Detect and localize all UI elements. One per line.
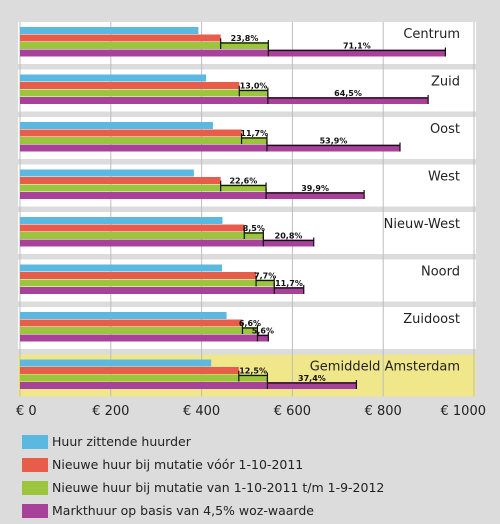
region-label-gemiddeld-amsterdam: Gemiddeld Amsterdam bbox=[310, 360, 460, 375]
legend-item-huur-zittende: Huur zittende huurder bbox=[22, 430, 384, 453]
pct-label-gap-centrum: 71,1% bbox=[343, 42, 371, 51]
bar-zuid-series-3 bbox=[20, 89, 268, 97]
legend-item-nieuwe-huur-voor: Nieuwe huur bij mutatie vóór 1-10-2011 bbox=[22, 453, 384, 476]
region-label-zuidoost: Zuidoost bbox=[403, 312, 460, 327]
x-tick-label: € 800 bbox=[365, 404, 402, 419]
bracket-gap-zuid bbox=[267, 93, 429, 104]
bracket-gap-oost bbox=[266, 140, 401, 152]
pct-label-increase-oost: 11,7% bbox=[240, 129, 268, 138]
bar-zuid-series-4 bbox=[20, 97, 429, 104]
regional-rent-bar-chart: Centrum 23,8% 71,1% Zuid 13,0% 64,5% Oost 11,7%… bbox=[16, 22, 486, 419]
bar-zuidoost-series-4 bbox=[20, 334, 269, 342]
bar-zuid-series-2 bbox=[20, 82, 240, 89]
bar-zuidoost-series-3 bbox=[20, 327, 258, 334]
pct-label-increase-west: 22,6% bbox=[229, 177, 257, 186]
bar-nieuw-west-series-3 bbox=[20, 232, 264, 239]
bar-gemiddeld-amsterdam-series-1 bbox=[20, 359, 212, 367]
legend-swatch bbox=[22, 434, 48, 449]
bracket-gap-zuidoost bbox=[256, 330, 269, 342]
bar-gemiddeld-amsterdam-series-2 bbox=[20, 367, 239, 374]
x-tick-label: € 600 bbox=[274, 404, 311, 419]
region-label-noord: Noord bbox=[421, 265, 460, 280]
bars-layer bbox=[20, 27, 446, 389]
bar-west-series-1 bbox=[20, 169, 194, 177]
bar-west-series-3 bbox=[20, 184, 267, 192]
bar-nieuw-west-series-4 bbox=[20, 239, 314, 247]
legend-swatch bbox=[22, 457, 48, 472]
bar-noord-series-4 bbox=[20, 287, 304, 294]
bar-noord-series-1 bbox=[20, 264, 223, 272]
bar-gemiddeld-amsterdam-series-4 bbox=[20, 382, 357, 389]
legend-item-nieuwe-huur-van: Nieuwe huur bij mutatie van 1-10-2011 t/… bbox=[22, 476, 384, 499]
bar-west-series-2 bbox=[20, 177, 221, 184]
bracket-gap-noord bbox=[273, 283, 305, 294]
bar-centrum-series-4 bbox=[20, 49, 446, 57]
bar-zuidoost-series-2 bbox=[20, 319, 243, 327]
bracket-gap-centrum bbox=[267, 45, 446, 57]
region-label-west: West bbox=[428, 170, 460, 185]
pct-label-gap-zuid: 64,5% bbox=[334, 89, 362, 98]
bar-nieuw-west-series-2 bbox=[20, 224, 245, 232]
pct-label-gap-gemiddeld-amsterdam: 37,4% bbox=[298, 374, 326, 383]
bracket-gap-nieuw-west bbox=[262, 235, 315, 247]
bar-centrum-series-3 bbox=[20, 42, 269, 49]
bar-oost-series-4 bbox=[20, 144, 400, 152]
legend-swatch bbox=[22, 480, 48, 495]
pct-label-increase-centrum: 23,8% bbox=[231, 34, 259, 43]
legend-label: Nieuwe huur bij mutatie vóór 1-10-2011 bbox=[52, 457, 304, 472]
x-axis: € 0 € 200 € 400 € 600 € 800 € 1000 bbox=[16, 404, 486, 419]
pct-label-gap-noord: 11,7% bbox=[275, 279, 303, 288]
pct-label-increase-nieuw-west: 8,5% bbox=[243, 224, 265, 233]
legend-label: Nieuwe huur bij mutatie van 1-10-2011 t/… bbox=[52, 480, 385, 495]
region-label-centrum: Centrum bbox=[403, 27, 460, 42]
pct-label-gap-zuidoost: 5,6% bbox=[252, 327, 274, 336]
bar-noord-series-2 bbox=[20, 272, 257, 279]
legend: Huur zittende huurder Nieuwe huur bij mu… bbox=[22, 430, 384, 522]
legend-swatch bbox=[22, 503, 48, 518]
bar-zuid-series-1 bbox=[20, 74, 207, 82]
bar-nieuw-west-series-1 bbox=[20, 217, 223, 224]
region-label-zuid: Zuid bbox=[431, 75, 460, 90]
bar-zuidoost-series-1 bbox=[20, 312, 227, 319]
pct-label-increase-noord: 7,7% bbox=[254, 272, 276, 281]
region-label-nieuw-west: Nieuw-West bbox=[384, 217, 460, 232]
bracket-gap-gemiddeld-amsterdam bbox=[266, 378, 358, 389]
region-label-oost: Oost bbox=[430, 122, 460, 137]
pct-label-gap-oost: 53,9% bbox=[320, 137, 348, 146]
bar-oost-series-1 bbox=[20, 122, 213, 129]
bar-west-series-4 bbox=[20, 192, 365, 199]
bracket-gap-west bbox=[265, 188, 365, 199]
pct-label-gap-nieuw-west: 20,8% bbox=[275, 232, 303, 241]
bar-centrum-series-2 bbox=[20, 34, 221, 42]
legend-label: Markthuur op basis van 4,5% woz-waarde bbox=[52, 503, 314, 518]
legend-label: Huur zittende huurder bbox=[52, 434, 191, 449]
x-tick-label: € 0 bbox=[16, 404, 37, 419]
bar-centrum-series-1 bbox=[20, 27, 199, 34]
pct-label-increase-zuidoost: 6,6% bbox=[239, 319, 261, 328]
x-tick-label: € 1000 bbox=[441, 404, 487, 419]
pct-label-increase-zuid: 13,0% bbox=[240, 82, 268, 91]
bar-gemiddeld-amsterdam-series-3 bbox=[20, 374, 268, 382]
x-tick-label: € 200 bbox=[92, 404, 129, 419]
bar-oost-series-2 bbox=[20, 129, 242, 137]
annotations-layer: Centrum 23,8% 71,1% Zuid 13,0% 64,5% Oost 11,7%… bbox=[220, 27, 460, 389]
bar-oost-series-3 bbox=[20, 137, 267, 144]
x-tick-label: € 400 bbox=[183, 404, 220, 419]
pct-label-increase-gemiddeld-amsterdam: 12,5% bbox=[239, 367, 267, 376]
pct-label-gap-west: 39,9% bbox=[301, 184, 329, 193]
legend-item-markthuur: Markthuur op basis van 4,5% woz-waarde bbox=[22, 499, 384, 522]
bar-noord-series-3 bbox=[20, 279, 275, 287]
